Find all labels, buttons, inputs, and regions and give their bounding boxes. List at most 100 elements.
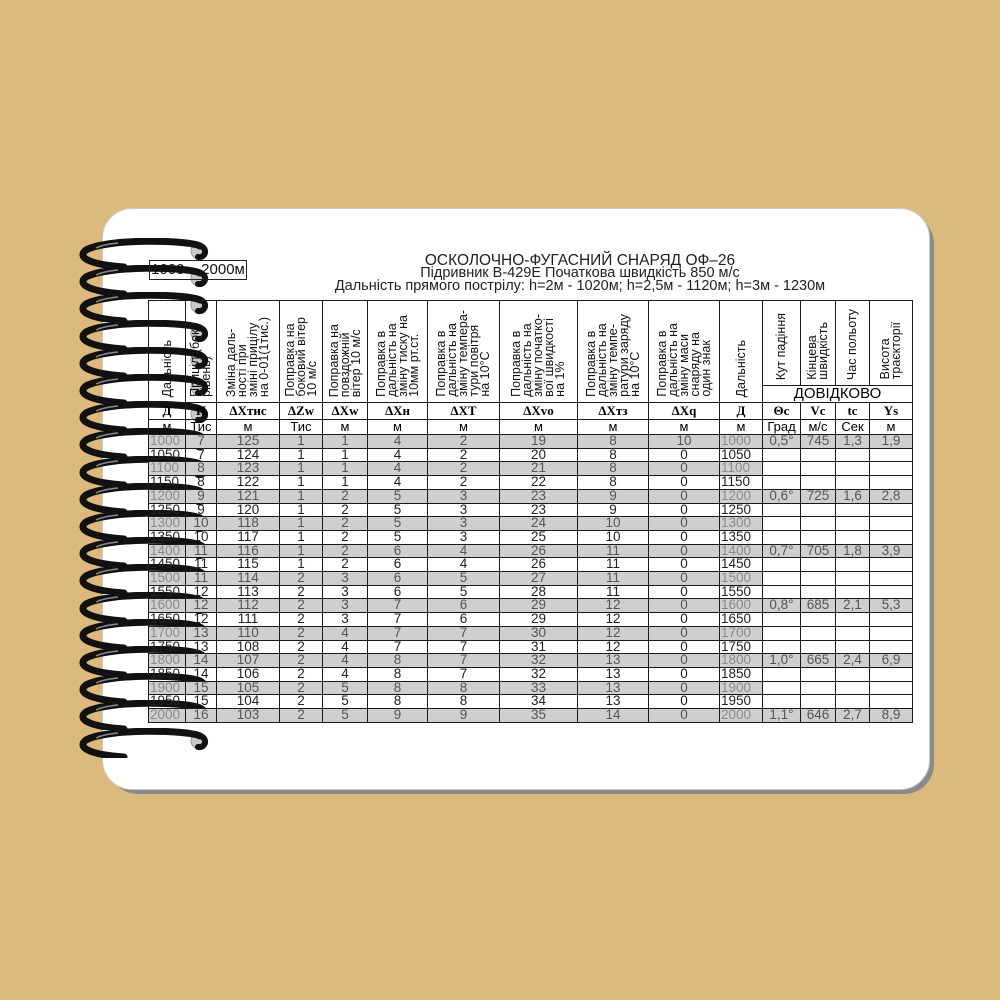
table-cell: 23 xyxy=(499,502,578,518)
fuze-subtitle: Підривник В-429Е Початкова швидкість 850… xyxy=(420,265,740,281)
table-cell xyxy=(869,666,913,682)
table-cell: 118 xyxy=(216,516,280,531)
table-cell: 1600 xyxy=(148,598,186,614)
table-cell xyxy=(835,694,870,710)
table-cell xyxy=(800,639,836,655)
table-cell: 1950 xyxy=(148,694,186,710)
table-cell xyxy=(800,529,836,545)
column-symbol: tc xyxy=(835,402,870,420)
table-cell xyxy=(869,475,913,490)
table-cell: 0 xyxy=(648,529,720,545)
table-cell: 2 xyxy=(279,639,323,655)
table-cell: 1700 xyxy=(719,625,763,641)
column-unit: м xyxy=(216,419,280,435)
table-cell: 0,7° xyxy=(762,543,801,559)
column-header: Поправка в дальність на зміну початко- в… xyxy=(499,300,578,403)
column-header-text: Час польоту xyxy=(845,308,859,380)
table-cell xyxy=(869,502,913,518)
table-cell xyxy=(800,475,836,490)
table-cell: 111 xyxy=(216,612,280,627)
table-cell: 7 xyxy=(367,598,428,614)
table-cell: 7 xyxy=(367,612,428,627)
table-cell: 114 xyxy=(216,571,280,586)
table-cell: 11 xyxy=(577,571,649,586)
table-cell: 5 xyxy=(367,488,428,504)
table-cell: 2 xyxy=(279,694,323,710)
unit-row: м Тис м Тис м м м м м м м Град м/с Сек м xyxy=(148,419,913,435)
table-cell: 0 xyxy=(648,694,720,710)
table-cell: 30 xyxy=(499,625,578,641)
table-cell: 685 xyxy=(800,598,836,614)
table-cell: 4 xyxy=(322,639,368,655)
table-cell: 745 xyxy=(800,434,836,449)
table-cell: 0 xyxy=(648,502,720,518)
table-cell: 2 xyxy=(427,434,500,449)
table-row: 1050 7 124 1 1 4 2 20 8 0 1050 xyxy=(148,447,913,463)
table-cell: 1250 xyxy=(719,502,763,518)
column-unit: м xyxy=(577,419,649,435)
table-cell: 5 xyxy=(367,502,428,518)
table-cell xyxy=(800,571,836,586)
table-cell xyxy=(762,694,801,710)
column-header-text: Поправка в дальність на зміну тиску на 1… xyxy=(373,315,421,397)
table-cell: 11 xyxy=(577,557,649,573)
table-cell: 7 xyxy=(185,434,217,449)
table-cell: 1550 xyxy=(148,584,186,600)
table-cell: 6,9 xyxy=(869,653,913,668)
table-cell: 14 xyxy=(185,666,217,682)
table-row: 1800 14 107 2 4 8 7 32 13 0 1800 1,0° 665 2,4 6,9 xyxy=(148,653,913,668)
table-cell: 1 xyxy=(322,475,368,490)
column-symbol: Д xyxy=(719,402,763,420)
table-cell: 725 xyxy=(800,488,836,504)
table-cell: 2 xyxy=(279,612,323,627)
table-cell: 107 xyxy=(216,653,280,668)
table-cell: 8 xyxy=(577,447,649,463)
table-cell: 2 xyxy=(322,516,368,531)
table-cell: 5 xyxy=(322,694,368,710)
binding-ring xyxy=(79,727,208,758)
table-cell: 28 xyxy=(499,584,578,600)
table-cell: 2 xyxy=(279,708,323,723)
table-cell: 0 xyxy=(648,666,720,682)
table-cell: 1550 xyxy=(719,584,763,600)
column-header-text: Поправка в дальність на зміну маси снаря… xyxy=(654,323,713,397)
table-cell: 108 xyxy=(216,639,280,655)
table-cell xyxy=(762,461,801,477)
table-cell: 8 xyxy=(577,475,649,490)
column-symbol: Д xyxy=(148,402,186,420)
table-cell: 0 xyxy=(648,447,720,463)
table-cell: 8 xyxy=(367,653,428,668)
table-cell: 26 xyxy=(499,557,578,573)
table-cell xyxy=(835,502,870,518)
table-cell xyxy=(869,680,913,696)
table-cell: 1950 xyxy=(719,694,763,710)
table-row: 1150 8 122 1 1 4 2 22 8 0 1150 xyxy=(148,475,913,490)
table-cell xyxy=(800,612,836,627)
table-cell: 8 xyxy=(367,680,428,696)
table-cell xyxy=(869,529,913,545)
table-cell: 3 xyxy=(322,598,368,614)
table-cell: 2,8 xyxy=(869,488,913,504)
table-cell: 10 xyxy=(648,434,720,449)
table-row: 1300 10 118 1 2 5 3 24 10 0 1300 xyxy=(148,516,913,531)
table-cell: 1 xyxy=(279,516,323,531)
table-cell xyxy=(835,571,870,586)
table-cell: 7 xyxy=(427,625,500,641)
table-cell: 16 xyxy=(185,708,217,723)
table-cell: 13 xyxy=(577,666,649,682)
table-row: 1600 12 112 2 3 7 6 29 12 0 1600 0,8° 685 2,1 5,3 xyxy=(148,598,913,614)
table-cell: 12 xyxy=(577,598,649,614)
table-cell: 117 xyxy=(216,529,280,545)
column-header: Поправка в дальність на зміну маси снаря… xyxy=(648,300,720,403)
firing-table: Дальність Приціл (бок. рівень) Зміна даль-… xyxy=(148,300,913,723)
table-cell: 122 xyxy=(216,475,280,490)
column-header-text: Поправка на боковий вітер 10 м/с xyxy=(282,317,319,397)
table-cell: 8 xyxy=(185,461,217,477)
table-cell xyxy=(835,666,870,682)
table-cell: 104 xyxy=(216,694,280,710)
table-cell: 1,6 xyxy=(835,488,870,504)
table-cell: 4 xyxy=(427,543,500,559)
table-cell: 5 xyxy=(367,516,428,531)
column-unit: м xyxy=(148,419,186,435)
table-cell: 7 xyxy=(427,666,500,682)
